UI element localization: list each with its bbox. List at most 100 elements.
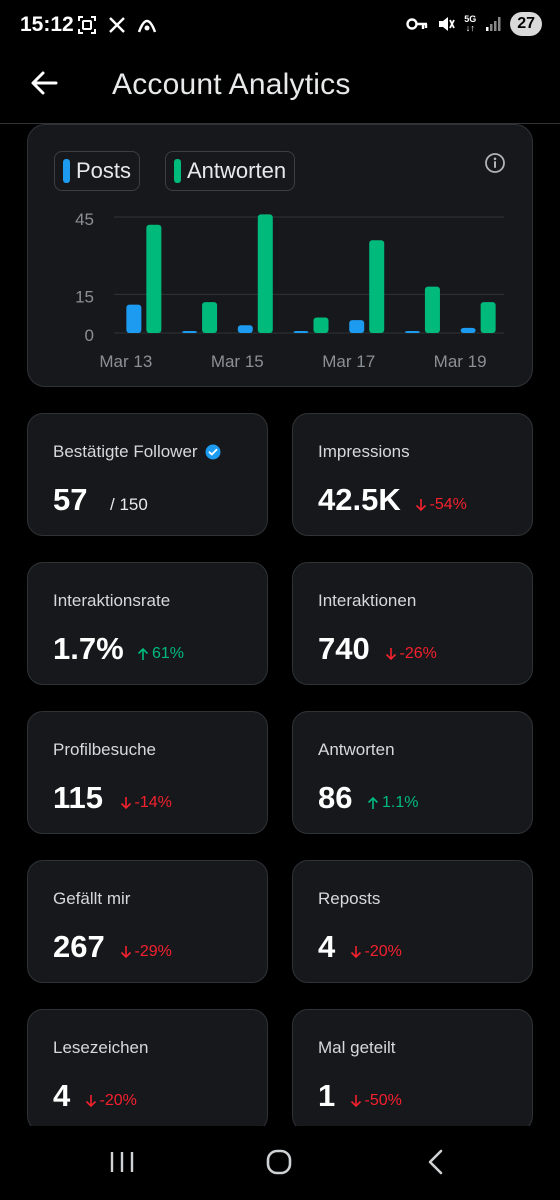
arrow-down-icon: [120, 797, 131, 810]
y-tick-label: 45: [75, 210, 94, 229]
stat-value: 740: [318, 631, 370, 666]
stat-label-text: Interaktionen: [318, 591, 417, 610]
stat-label-text: Gefällt mir: [53, 889, 131, 908]
stat-card-1[interactable]: Impressions 42.5K -54%: [292, 413, 533, 536]
bar-posts-6[interactable]: [460, 327, 476, 333]
stat-delta: -26%: [385, 645, 437, 663]
stat-delta: -20%: [85, 1092, 137, 1110]
stat-label-text: Mal geteilt: [318, 1038, 396, 1057]
stat-card-6[interactable]: Gefällt mir 267 -29%: [27, 860, 268, 983]
stat-card-3[interactable]: Interaktionen 740 -26%: [292, 562, 533, 685]
verified-badge-icon: [205, 444, 221, 460]
stat-label-text: Profilbesuche: [53, 740, 157, 759]
mute-icon: [439, 17, 455, 31]
stat-label: Antworten: [318, 740, 395, 760]
stat-value: 4: [53, 1078, 71, 1113]
legend-antworten-label: Antworten: [187, 158, 287, 183]
status-time: 15:12: [20, 13, 74, 36]
back-icon[interactable]: [416, 1144, 456, 1180]
stat-delta-text: -54%: [429, 496, 467, 513]
stat-label: Mal geteilt: [318, 1038, 395, 1058]
stat-value: 57: [53, 482, 88, 517]
stat-delta: -14%: [120, 794, 172, 812]
stat-delta-text: -20%: [99, 1092, 137, 1109]
battery-badge: 27: [510, 12, 542, 36]
bar-antworten-1[interactable]: [202, 302, 218, 333]
x-logo-icon: [106, 14, 128, 36]
stat-card-8[interactable]: Lesezeichen 4 -20%: [27, 1009, 268, 1132]
stat-delta-text: 1.1%: [382, 794, 419, 811]
stat-delta-text: -14%: [134, 794, 172, 811]
stat-delta: -54%: [415, 496, 467, 514]
bar-posts-4[interactable]: [349, 320, 365, 333]
chart-card: Posts Antworten 0 15 45 Mar 13 Mar 15 Mar 17 M…: [27, 124, 533, 387]
stat-label: Profilbesuche: [53, 740, 156, 760]
arrow-up-icon: [137, 647, 149, 660]
stat-label: Impressions: [318, 442, 410, 462]
stat-label: Interaktionen: [318, 591, 416, 611]
bar-posts-3[interactable]: [293, 331, 309, 333]
page-title: Account Analytics: [112, 68, 351, 101]
stat-value: 267: [53, 929, 105, 964]
legend-posts-label: Posts: [76, 158, 132, 183]
bar-posts-2[interactable]: [237, 325, 253, 333]
stat-card-0[interactable]: Bestätigte Follower 57 / 150: [27, 413, 268, 536]
arrow-left-icon[interactable]: [28, 66, 62, 100]
status-right-icons: 5G ↓↑ 27: [406, 12, 542, 36]
stat-delta-text: -20%: [364, 943, 402, 960]
x-tick-label: Mar 13: [99, 352, 152, 371]
bar-antworten-6[interactable]: [480, 302, 496, 333]
home-icon[interactable]: [259, 1144, 299, 1180]
stat-value: 86: [318, 780, 353, 815]
stat-label-text: Interaktionsrate: [53, 591, 171, 610]
stat-card-4[interactable]: Profilbesuche 115 -14%: [27, 711, 268, 834]
network-indicator: 5G ↓↑: [464, 14, 477, 33]
bar-antworten-5[interactable]: [424, 286, 440, 333]
screenshot-icon: [76, 14, 98, 36]
arrow-down-icon: [350, 946, 361, 959]
arrow-down-icon: [415, 499, 426, 512]
stat-card-7[interactable]: Reposts 4 -20%: [292, 860, 533, 983]
stat-delta: 61%: [137, 645, 184, 663]
info-icon[interactable]: [484, 152, 506, 174]
stat-value: 42.5K: [318, 482, 401, 517]
bar-posts-0[interactable]: [126, 304, 142, 333]
arrow-down-icon: [350, 1095, 361, 1108]
arrow-up-icon: [367, 796, 379, 809]
stat-delta-text: 61%: [152, 645, 185, 662]
signal-icon: [486, 17, 501, 31]
recent-apps-icon[interactable]: [102, 1144, 142, 1180]
legend-posts-swatch: [63, 159, 70, 183]
legend-antworten[interactable]: Antworten: [165, 151, 296, 191]
stat-label-text: Impressions: [318, 442, 410, 461]
bar-posts-5[interactable]: [404, 331, 420, 333]
app-icon: [136, 14, 158, 36]
stat-card-2[interactable]: Interaktionsrate 1.7% 61%: [27, 562, 268, 685]
stat-card-9[interactable]: Mal geteilt 1 -50%: [292, 1009, 533, 1132]
stat-delta-text: -50%: [364, 1092, 402, 1109]
stat-label: Reposts: [318, 889, 380, 909]
stat-label: Gefällt mir: [53, 889, 130, 909]
status-left-icons: [76, 14, 158, 36]
stat-delta: -50%: [350, 1092, 402, 1110]
stat-value: 4: [318, 929, 336, 964]
y-tick-label: 0: [85, 326, 94, 345]
stat-label-text: Lesezeichen: [53, 1038, 149, 1057]
bar-antworten-0[interactable]: [146, 224, 162, 333]
bar-posts-1[interactable]: [182, 331, 198, 333]
bar-antworten-3[interactable]: [313, 317, 329, 333]
system-nav-bar: [0, 1126, 560, 1200]
bar-antworten-4[interactable]: [369, 240, 385, 333]
stat-label-text: Bestätigte Follower: [53, 442, 198, 461]
legend-antworten-swatch: [174, 159, 181, 183]
stat-card-5[interactable]: Antworten 86 1.1%: [292, 711, 533, 834]
arrow-down-icon: [120, 946, 131, 959]
x-tick-label: Mar 15: [211, 352, 264, 371]
bar-antworten-2[interactable]: [257, 214, 273, 333]
arrow-down-icon: [385, 648, 396, 661]
key-icon: [406, 18, 428, 30]
stat-max: / 150: [110, 495, 148, 514]
stat-label-text: Antworten: [318, 740, 395, 759]
legend-posts[interactable]: Posts: [54, 151, 141, 191]
stat-delta: -29%: [120, 943, 172, 961]
